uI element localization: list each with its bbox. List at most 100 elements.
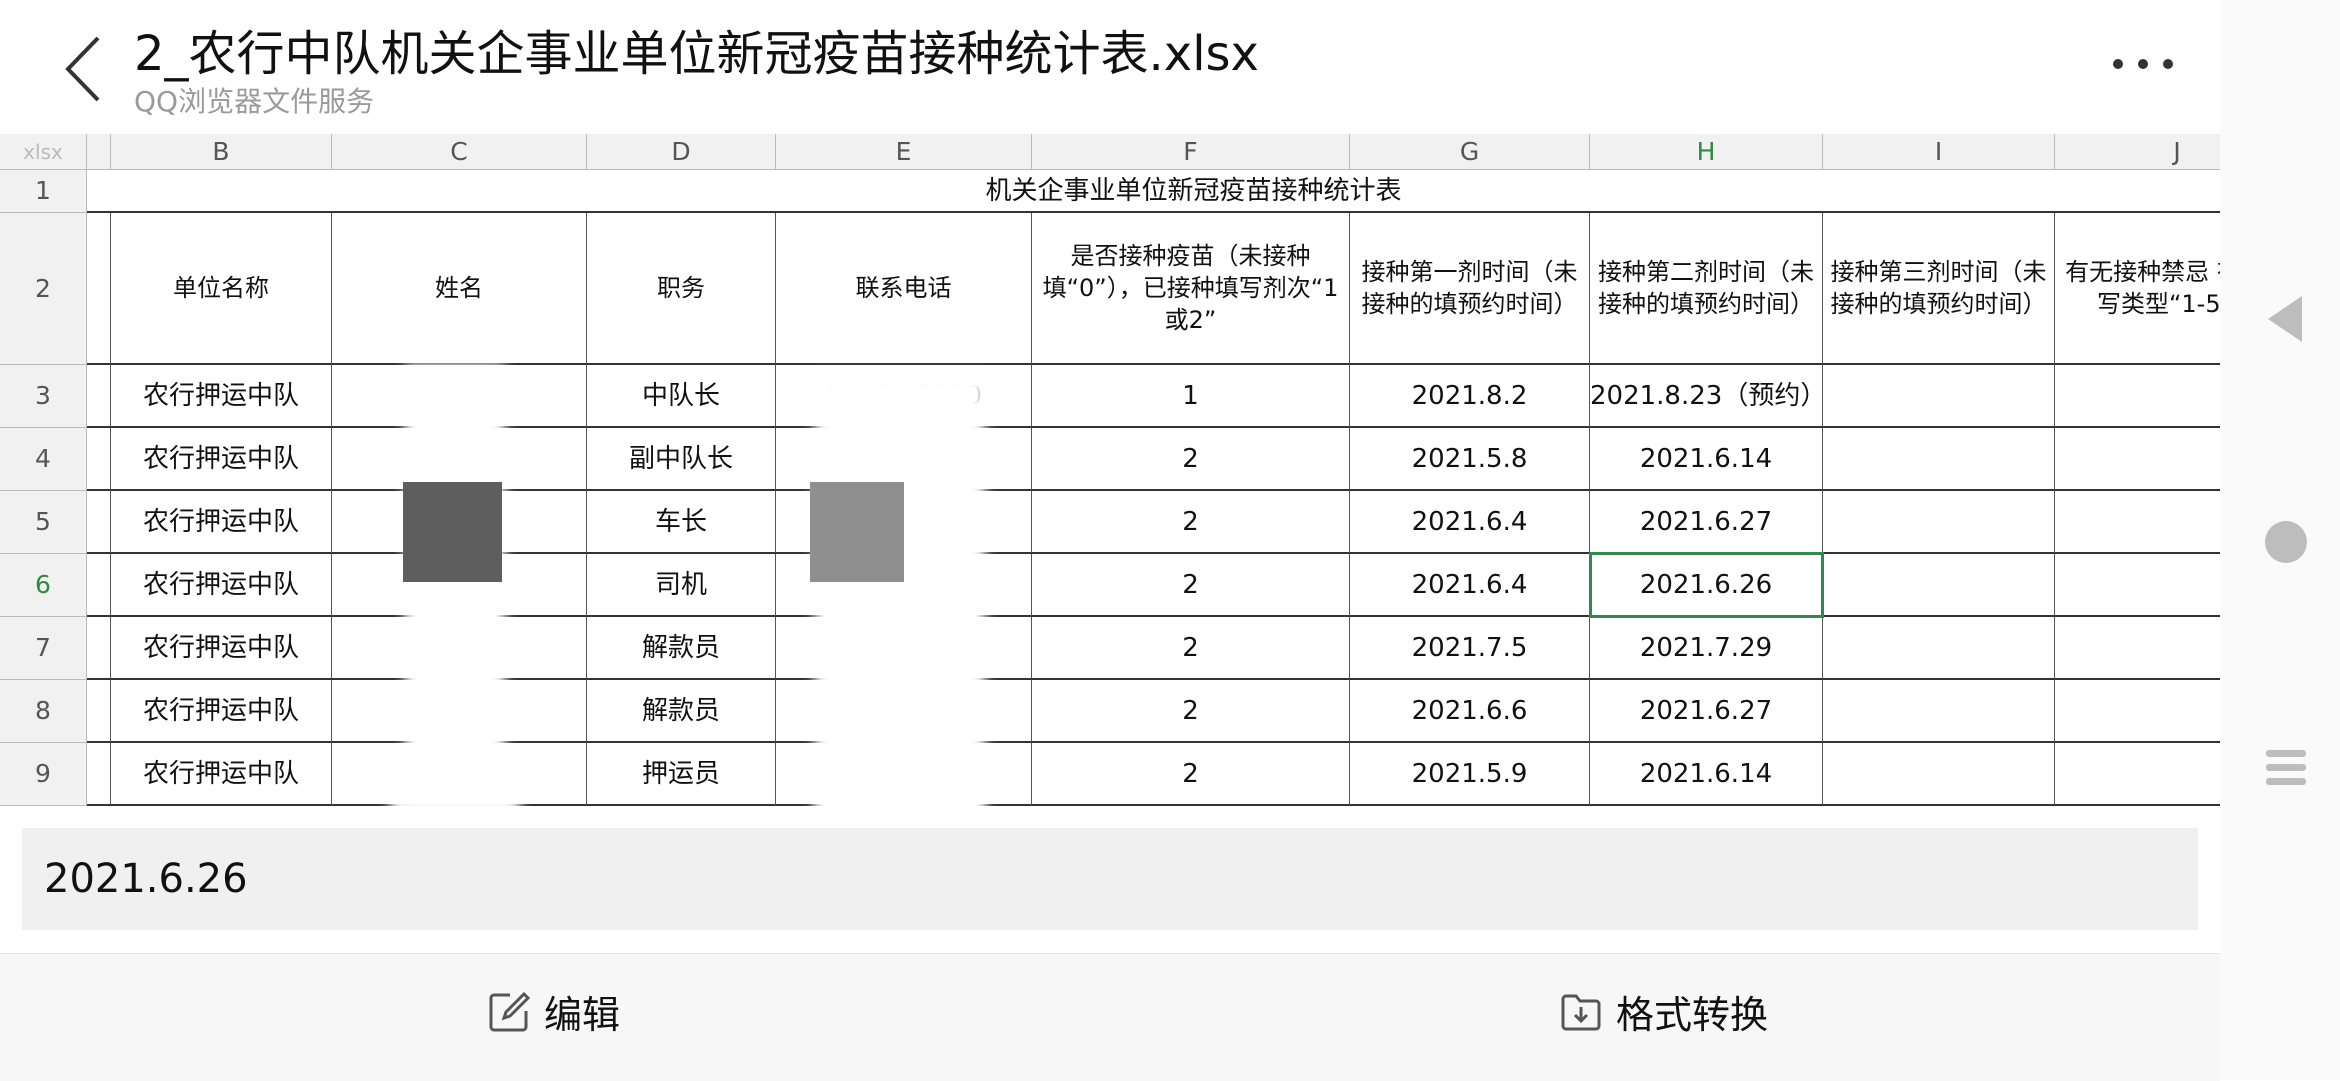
column-header-a[interactable]: [87, 134, 111, 170]
cell-G6[interactable]: 2021.6.4: [1350, 554, 1590, 617]
cell-B7[interactable]: 农行押运中队: [111, 617, 332, 680]
cell-G5[interactable]: 2021.6.4: [1350, 491, 1590, 554]
cell-D4[interactable]: 副中队长: [587, 428, 776, 491]
cell-I9[interactable]: [1823, 743, 2055, 806]
cell-F4[interactable]: 2: [1032, 428, 1350, 491]
cell-J4[interactable]: [2055, 428, 2220, 491]
cell-D8[interactable]: 解款员: [587, 680, 776, 743]
column-header-J[interactable]: J: [2055, 134, 2220, 170]
cell-B3[interactable]: 农行押运中队: [111, 365, 332, 428]
cell-D6[interactable]: 司机: [587, 554, 776, 617]
cell-I6[interactable]: [1823, 554, 2055, 617]
row-header-5[interactable]: 5: [0, 491, 87, 554]
cell-H9[interactable]: 2021.6.14: [1590, 743, 1823, 806]
cell-J7[interactable]: [2055, 617, 2220, 680]
cell-D5[interactable]: 车长: [587, 491, 776, 554]
cell-I3[interactable]: [1823, 365, 2055, 428]
more-button[interactable]: [2108, 44, 2178, 84]
row-header-2[interactable]: 2: [0, 213, 87, 365]
row-header-7[interactable]: 7: [0, 617, 87, 680]
formula-bar[interactable]: 2021.6.26: [22, 828, 2198, 930]
cell-F7[interactable]: 2: [1032, 617, 1350, 680]
cell-C2[interactable]: 姓名: [332, 213, 587, 365]
row-header-9[interactable]: 9: [0, 743, 87, 806]
edit-icon: [489, 991, 530, 1031]
cell-H5[interactable]: 2021.6.27: [1590, 491, 1823, 554]
cell-J3[interactable]: [2055, 365, 2220, 428]
column-header-F[interactable]: F: [1032, 134, 1350, 170]
format-convert-button[interactable]: 格式转换: [1560, 984, 1768, 1039]
cell-F5[interactable]: 2: [1032, 491, 1350, 554]
spreadsheet-grid[interactable]: xlsx B C D E F G H I J 1 机关企事业单位新冠疫苗接种统计表 2 单位名称 姓名 职务联…: [0, 134, 2220, 806]
cell-F8[interactable]: 2: [1032, 680, 1350, 743]
cell-G4[interactable]: 2021.5.8: [1350, 428, 1590, 491]
circle-icon: [2265, 521, 2307, 563]
cell-F6[interactable]: 2: [1032, 554, 1350, 617]
row-header-3[interactable]: 3: [0, 365, 87, 428]
cell-B5[interactable]: 农行押运中队: [111, 491, 332, 554]
edit-label: 编辑: [544, 993, 621, 1037]
column-header-D[interactable]: D: [587, 134, 776, 170]
cell-A4[interactable]: [87, 428, 111, 491]
column-header-H[interactable]: H: [1590, 134, 1823, 170]
cell-I2[interactable]: 接种第三剂时间（未接种的填预约时间）: [1823, 213, 2055, 365]
cell-A9[interactable]: [87, 743, 111, 806]
cell-H3[interactable]: 2021.8.23（预约）: [1590, 365, 1823, 428]
cell-A6[interactable]: [87, 554, 111, 617]
cell-A8[interactable]: [87, 680, 111, 743]
cell-D2[interactable]: 职务: [587, 213, 776, 365]
row-header-8[interactable]: 8: [0, 680, 87, 743]
cell-G3[interactable]: 2021.8.2: [1350, 365, 1590, 428]
cell-G2[interactable]: 接种第一剂时间（未接种的填预约时间）: [1350, 213, 1590, 365]
cell-H7[interactable]: 2021.7.29: [1590, 617, 1823, 680]
home-button[interactable]: [2264, 520, 2308, 568]
bottom-toolbar: 编辑 格式转换: [0, 953, 2220, 1081]
edit-button[interactable]: 编辑: [488, 984, 620, 1039]
cell-D7[interactable]: 解款员: [587, 617, 776, 680]
column-header-C[interactable]: C: [332, 134, 587, 170]
cell-F2[interactable]: 是否接种疫苗（未接种填“0”），已接种填写剂次“1或2”: [1032, 213, 1350, 365]
cell-J6[interactable]: [2055, 554, 2220, 617]
cell-I5[interactable]: [1823, 491, 2055, 554]
cell-A7[interactable]: [87, 617, 111, 680]
column-header-E[interactable]: E: [776, 134, 1032, 170]
cell-B9[interactable]: 农行押运中队: [111, 743, 332, 806]
collapse-button[interactable]: [2264, 294, 2304, 348]
row-header-4[interactable]: 4: [0, 428, 87, 491]
cell-F9[interactable]: 2: [1032, 743, 1350, 806]
menu-button[interactable]: [2264, 746, 2308, 794]
cell-J2[interactable]: 有无接种禁忌 有，填写类型“1-5”）: [2055, 213, 2220, 365]
cell-G7[interactable]: 2021.7.5: [1350, 617, 1590, 680]
cell-D3[interactable]: 中队长: [587, 365, 776, 428]
cell-H4[interactable]: 2021.6.14: [1590, 428, 1823, 491]
sheet-title-cell[interactable]: 机关企事业单位新冠疫苗接种统计表: [87, 170, 2220, 213]
column-header-I[interactable]: I: [1823, 134, 2055, 170]
cell-J8[interactable]: [2055, 680, 2220, 743]
cell-B4[interactable]: 农行押运中队: [111, 428, 332, 491]
cell-I8[interactable]: [1823, 680, 2055, 743]
cell-D9[interactable]: 押运员: [587, 743, 776, 806]
cell-E2[interactable]: 联系电话: [776, 213, 1032, 365]
cell-A2[interactable]: [87, 213, 111, 365]
back-button[interactable]: [60, 34, 110, 104]
column-header-B[interactable]: B: [111, 134, 332, 170]
cell-G8[interactable]: 2021.6.6: [1350, 680, 1590, 743]
sheet-corner[interactable]: xlsx: [0, 134, 87, 170]
cell-B8[interactable]: 农行押运中队: [111, 680, 332, 743]
cell-J9[interactable]: [2055, 743, 2220, 806]
cell-B2[interactable]: 单位名称: [111, 213, 332, 365]
cell-A5[interactable]: [87, 491, 111, 554]
cell-A3[interactable]: [87, 365, 111, 428]
cell-H2[interactable]: 接种第二剂时间（未接种的填预约时间）: [1590, 213, 1823, 365]
cell-J5[interactable]: [2055, 491, 2220, 554]
cell-F3[interactable]: 1: [1032, 365, 1350, 428]
cell-I4[interactable]: [1823, 428, 2055, 491]
cell-B6[interactable]: 农行押运中队: [111, 554, 332, 617]
cell-I7[interactable]: [1823, 617, 2055, 680]
column-header-G[interactable]: G: [1350, 134, 1590, 170]
cell-G9[interactable]: 2021.5.9: [1350, 743, 1590, 806]
row-header-1[interactable]: 1: [0, 170, 87, 213]
row-header-6[interactable]: 6: [0, 554, 87, 617]
cell-H8[interactable]: 2021.6.27: [1590, 680, 1823, 743]
cell-H6[interactable]: 2021.6.26: [1590, 554, 1823, 617]
